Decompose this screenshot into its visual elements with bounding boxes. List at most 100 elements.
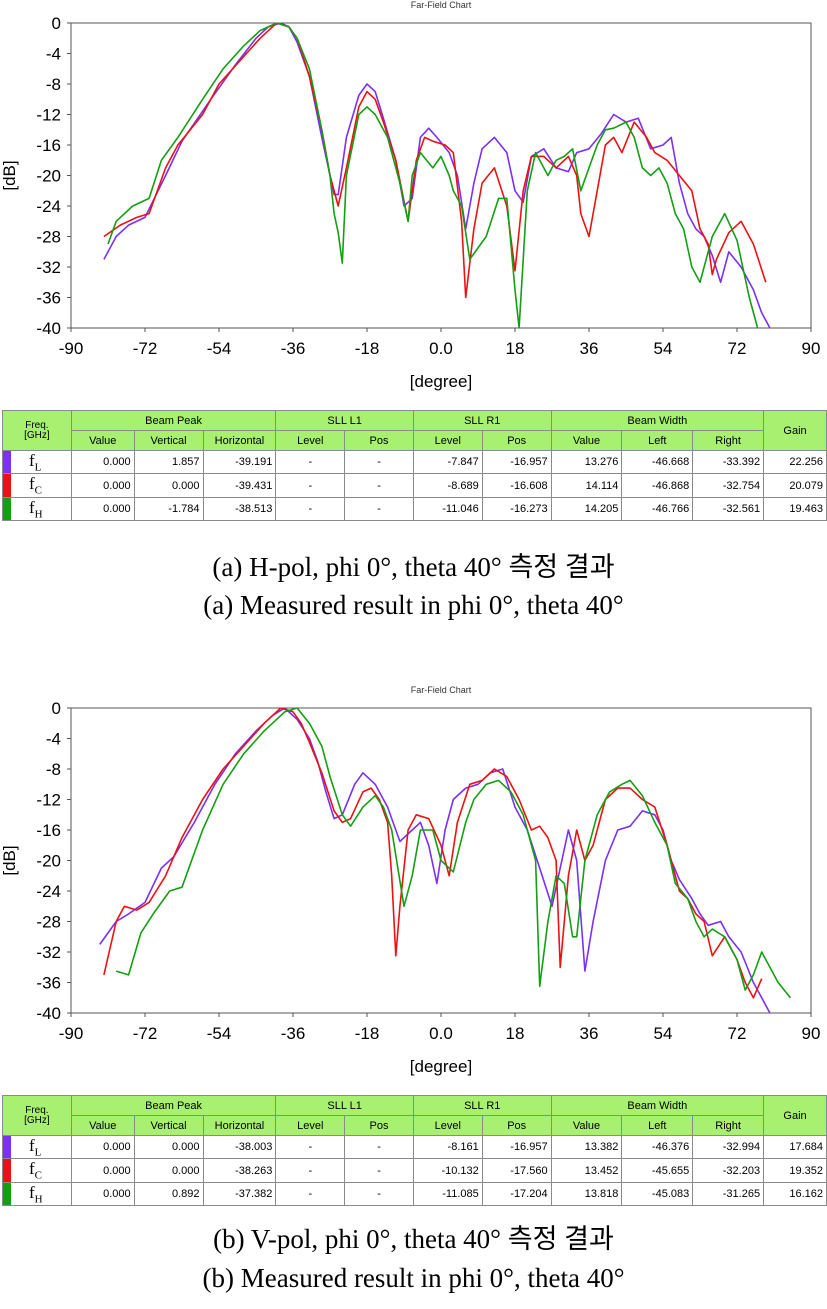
freq-cell: fL xyxy=(2,449,72,475)
table-cell: 1.857 xyxy=(133,449,204,475)
freq-header: Freq. [GHz] xyxy=(2,1095,72,1136)
column-header: Value xyxy=(70,430,135,451)
table-cell: -39.191 xyxy=(202,449,277,475)
group-header: Beam Peak xyxy=(70,1095,277,1116)
y-tick-label: 0 xyxy=(52,14,61,33)
table-cell: - xyxy=(275,1158,346,1183)
caption-ko-a: (a) H-pol, phi 0°, theta 40° 측정 결과 xyxy=(212,552,615,582)
y-tick-label: -36 xyxy=(36,974,61,993)
table-cell: 13.818 xyxy=(550,1181,623,1207)
table-cell: 13.382 xyxy=(550,1134,623,1160)
table-cell: 0.000 xyxy=(70,449,135,475)
table-cell: -11.046 xyxy=(412,496,483,522)
column-header: Level xyxy=(275,430,346,451)
table-cell: -1.784 xyxy=(133,496,204,522)
y-tick-label: -4 xyxy=(46,730,61,749)
column-header: Vertical xyxy=(133,430,204,451)
y-tick-label: -36 xyxy=(36,289,61,308)
x-tick-label: 18 xyxy=(506,339,525,358)
x-tick-label: 36 xyxy=(580,1024,599,1043)
table-cell: 13.276 xyxy=(550,449,623,475)
table-row: fL 0.000 0.000 -38.003- - -8.161 -16.957 13.382… xyxy=(2,1134,827,1160)
series-color-swatch xyxy=(3,1136,11,1159)
table-cell: -10.132 xyxy=(412,1158,483,1183)
table-cell: -32.203 xyxy=(692,1158,765,1183)
caption-ko-b: (b) V-pol, phi 0°, theta 40° 측정 결과 xyxy=(213,1224,614,1254)
table-cell: 0.000 xyxy=(70,1134,135,1160)
x-tick-label: -54 xyxy=(207,1024,232,1043)
column-header: Left xyxy=(621,1115,694,1136)
caption-en-b: (b) Measured result in phi 0°, theta 40° xyxy=(202,1263,625,1293)
table-cell: -38.003 xyxy=(202,1134,277,1160)
group-header: SLL L1 xyxy=(275,410,414,431)
freq-cell: fH xyxy=(2,1181,72,1207)
table-row: fC 0.000 0.000 -39.431- - -8.689 -16.608 14.114… xyxy=(2,473,827,498)
table-cell: -39.431 xyxy=(202,473,277,498)
freq-label: fL xyxy=(29,1136,42,1159)
table-cell: -37.382 xyxy=(202,1181,277,1207)
freq-label: fH xyxy=(29,1182,43,1206)
table-cell: 0.000 xyxy=(70,1158,135,1183)
table-cell: -32.561 xyxy=(692,496,765,522)
table-cell: -32.754 xyxy=(692,473,765,498)
column-header: Value xyxy=(70,1115,135,1136)
table-cell: -16.957 xyxy=(481,1134,552,1160)
x-tick-label: -90 xyxy=(59,1024,84,1043)
table-cell: - xyxy=(344,449,414,475)
column-header: Pos xyxy=(481,430,552,451)
table-cell: -31.265 xyxy=(692,1181,765,1207)
x-tick-label: 0.0 xyxy=(429,1024,453,1043)
x-tick-label: 0.0 xyxy=(429,339,453,358)
table-cell: -7.847 xyxy=(412,449,483,475)
x-tick-label: -18 xyxy=(355,1024,380,1043)
group-header: SLL L1 xyxy=(275,1095,414,1116)
series-color-swatch xyxy=(3,1159,11,1182)
freq-cell: fL xyxy=(2,1134,72,1160)
table-cell: - xyxy=(275,449,346,475)
group-header: SLL R1 xyxy=(412,1095,552,1116)
table-cell: - xyxy=(275,1134,346,1160)
group-header: SLL R1 xyxy=(412,410,552,431)
table-cell: 0.000 xyxy=(133,473,204,498)
chart-title: Far-Field Chart xyxy=(411,685,472,695)
y-axis-label: [dB] xyxy=(0,845,19,875)
table-cell: 0.000 xyxy=(133,1158,204,1183)
freq-cell: fC xyxy=(2,473,72,498)
y-tick-label: -32 xyxy=(36,943,61,962)
column-header: Left xyxy=(621,430,694,451)
chart-title: Far-Field Chart xyxy=(411,0,472,10)
table-cell: 14.114 xyxy=(550,473,623,498)
table-cell: - xyxy=(344,496,414,522)
table-cell: -45.655 xyxy=(621,1158,694,1183)
group-header: Beam Width xyxy=(550,1095,765,1116)
table-cell: -16.957 xyxy=(481,449,552,475)
table-cell: 0.000 xyxy=(70,473,135,498)
x-axis-label: [degree] xyxy=(410,1057,472,1076)
column-header: Horizontal xyxy=(202,430,277,451)
y-tick-label: -12 xyxy=(36,791,61,810)
column-header: Pos xyxy=(344,1115,414,1136)
column-header: Value xyxy=(550,430,623,451)
table-cell: 19.352 xyxy=(763,1158,827,1183)
results-table-a: Freq. [GHz] Beam Peak SLL L1 SLL R1 Beam Widt… xyxy=(2,410,827,522)
table-cell: 14.205 xyxy=(550,496,623,522)
table-cell: - xyxy=(344,1158,414,1183)
x-tick-label: -36 xyxy=(281,1024,306,1043)
table-cell: - xyxy=(275,473,346,498)
column-header: Level xyxy=(275,1115,346,1136)
table-cell: 20.079 xyxy=(763,473,827,498)
table-cell: -16.273 xyxy=(481,496,552,522)
x-tick-label: 90 xyxy=(802,339,821,358)
table-cell: - xyxy=(344,1134,414,1160)
series-color-swatch xyxy=(3,451,11,474)
y-tick-label: -40 xyxy=(36,1004,61,1023)
y-tick-label: 0 xyxy=(52,699,61,718)
table-cell: -8.689 xyxy=(412,473,483,498)
series-color-swatch xyxy=(3,497,11,521)
column-header: Right xyxy=(692,430,765,451)
table-cell: -8.161 xyxy=(412,1134,483,1160)
y-tick-label: -24 xyxy=(36,197,61,216)
table-cell: -17.560 xyxy=(481,1158,552,1183)
table-cell: -17.204 xyxy=(481,1181,552,1207)
freq-cell: fH xyxy=(2,496,72,522)
